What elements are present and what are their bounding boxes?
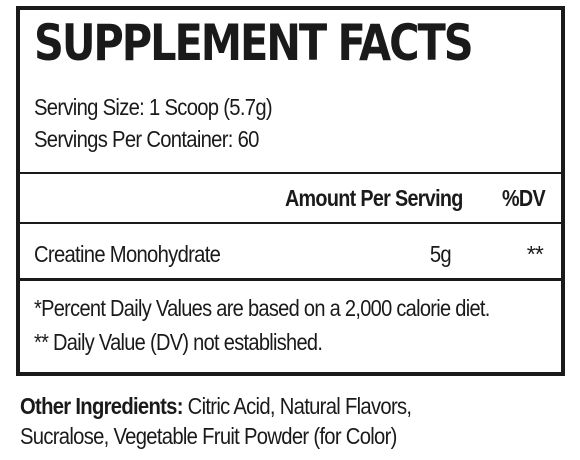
supplement-facts-panel: SUPPLEMENT FACTS Serving Size: 1 Scoop (… [16, 6, 565, 376]
divider-header [20, 222, 561, 224]
panel-title: SUPPLEMENT FACTS [34, 14, 474, 72]
other-ingredients-label: Other Ingredients: [20, 393, 183, 419]
serving-size: Serving Size: 1 Scoop (5.7g) [34, 94, 273, 120]
footnote-dv: *Percent Daily Values are based on a 2,0… [34, 295, 490, 321]
other-ingredients-text: Citric Acid, Natural Flavors, Sucralose,… [20, 393, 412, 449]
footnote-not-established: ** Daily Value (DV) not established. [34, 329, 323, 355]
dv-header: %DV [501, 185, 546, 211]
ingredient-name: Creatine Monohydrate [34, 241, 221, 267]
amount-per-serving-header: Amount Per Serving [285, 185, 463, 211]
servings-per-container: Servings Per Container: 60 [34, 126, 259, 152]
other-ingredients: Other Ingredients: Citric Acid, Natural … [20, 391, 495, 451]
ingredient-dv: ** [526, 241, 544, 267]
divider-bottom [20, 278, 561, 281]
ingredient-amount: 5g [429, 241, 452, 267]
divider-top [20, 172, 561, 174]
